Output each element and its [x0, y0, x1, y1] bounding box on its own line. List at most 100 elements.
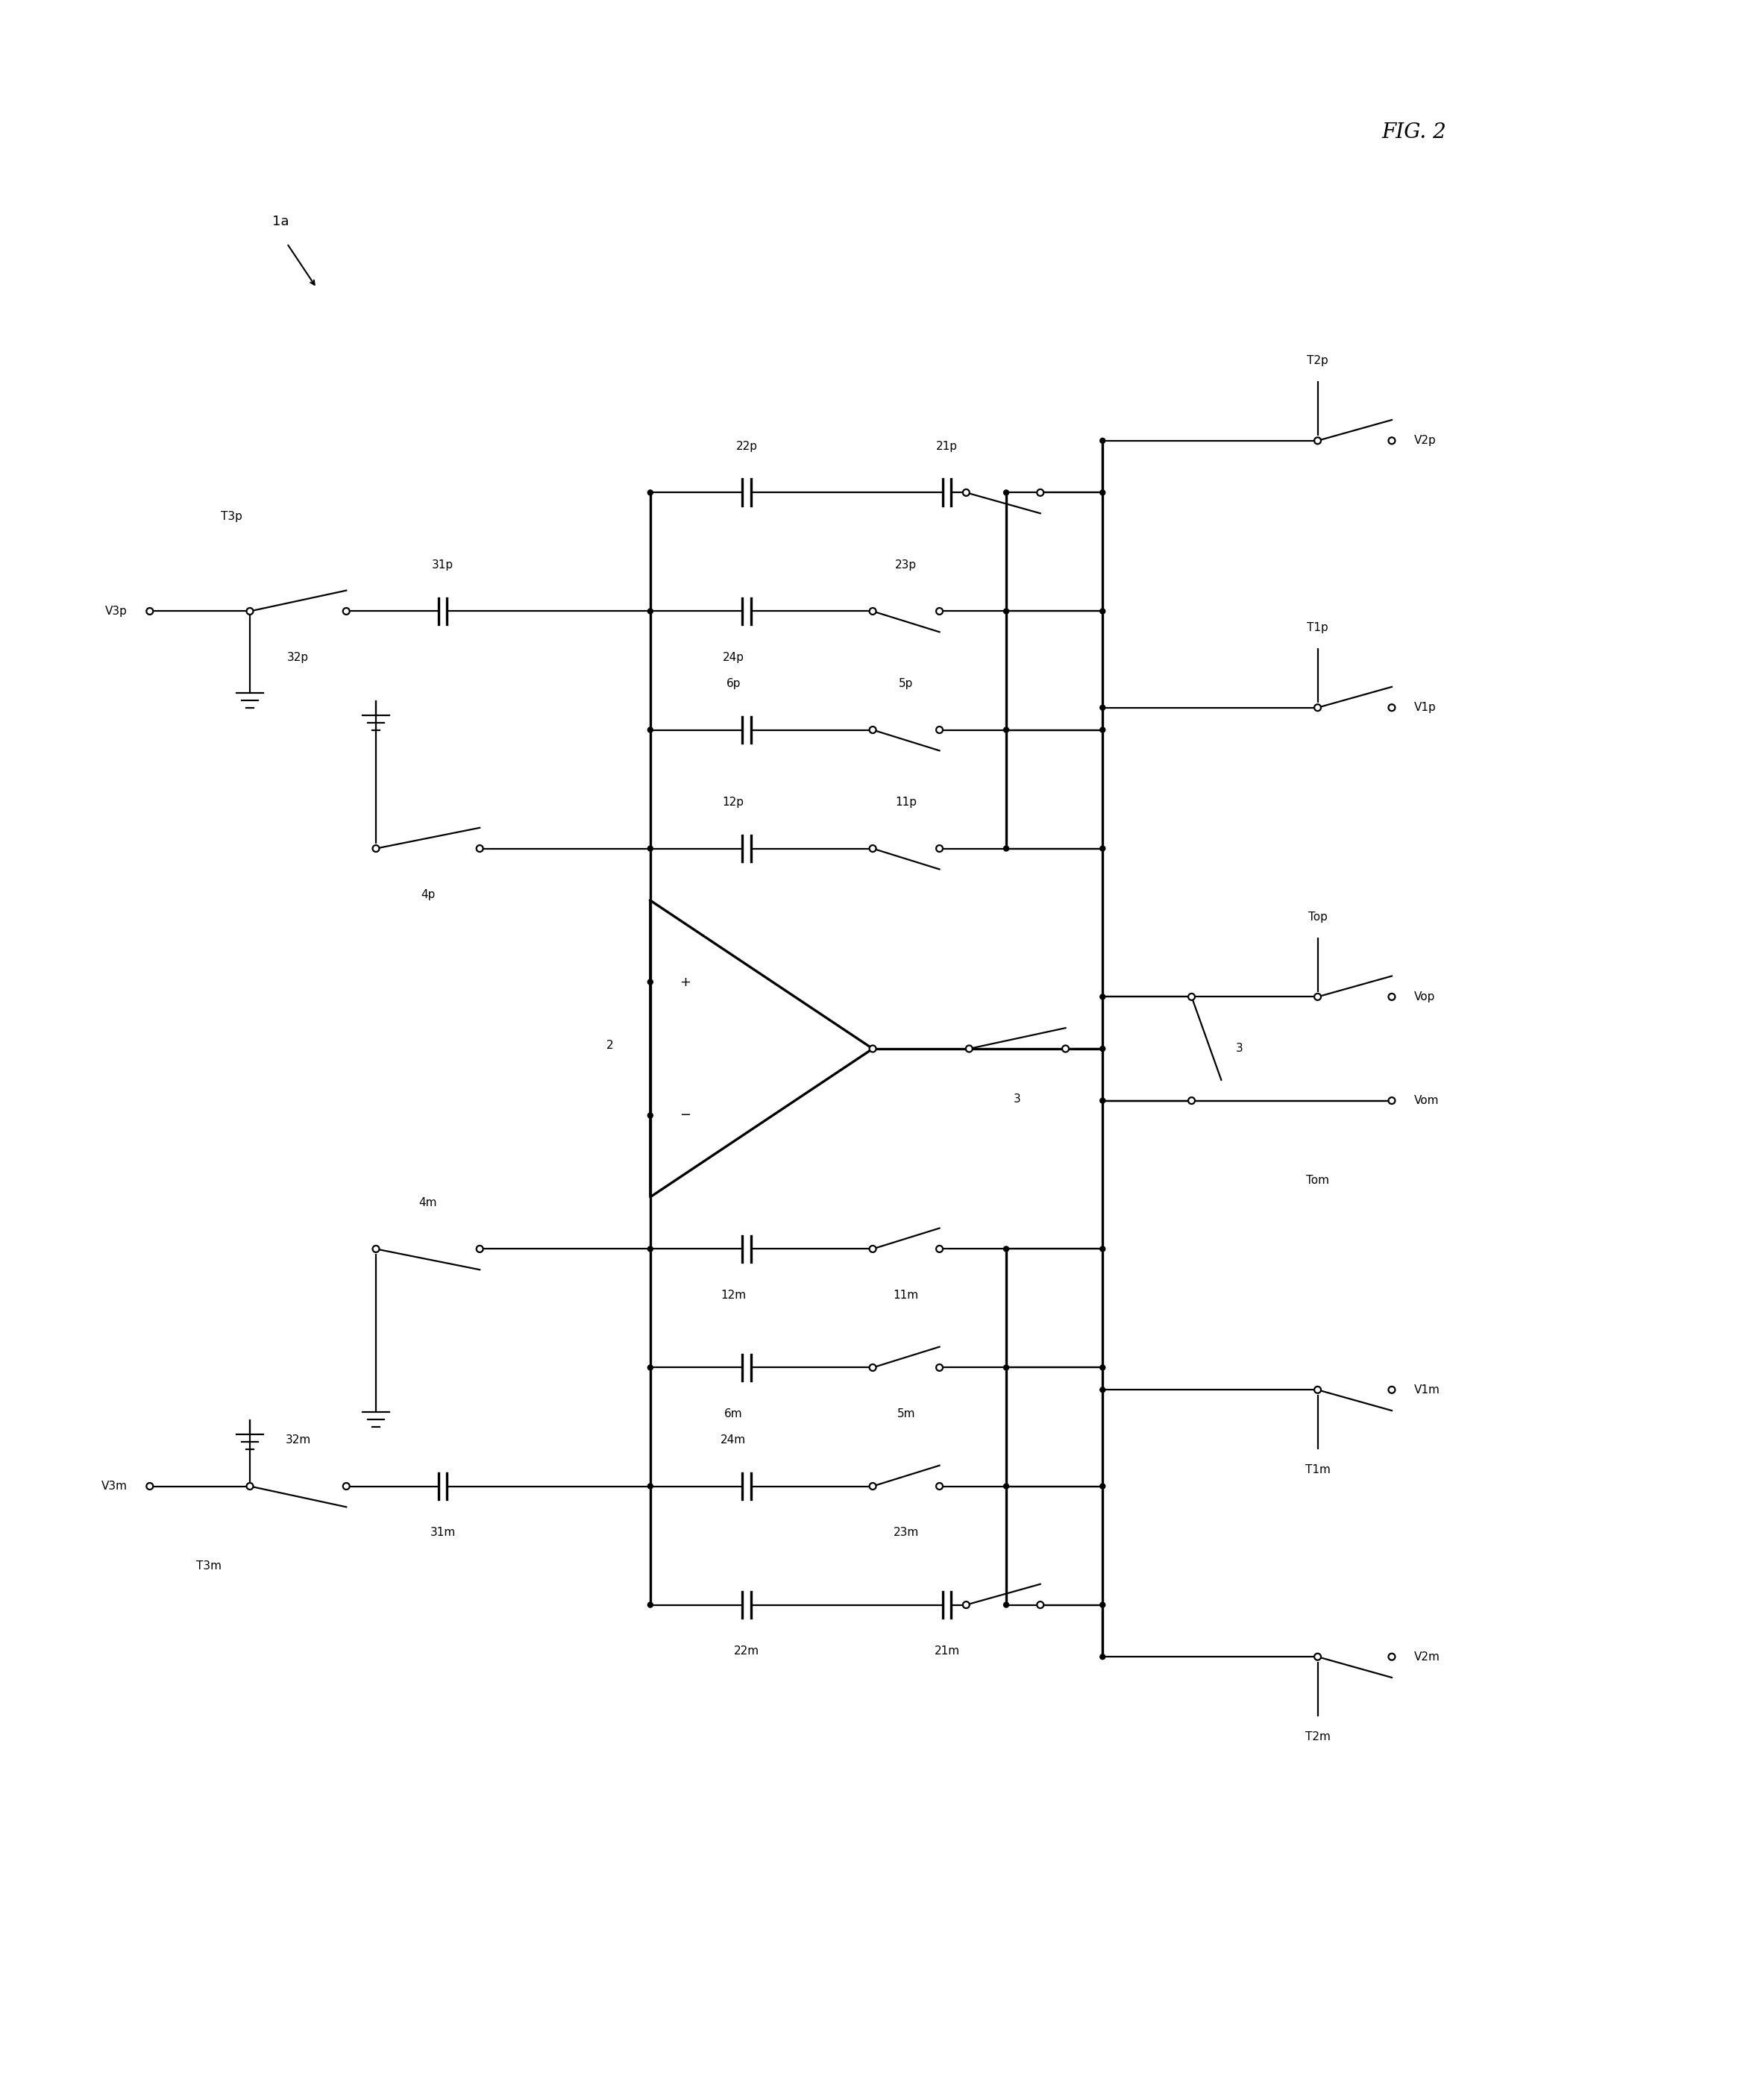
- Circle shape: [937, 1482, 942, 1490]
- Circle shape: [1388, 437, 1395, 444]
- Text: −: −: [679, 1109, 691, 1122]
- Circle shape: [1101, 1388, 1106, 1392]
- Circle shape: [647, 1245, 653, 1252]
- Circle shape: [1037, 490, 1044, 496]
- Circle shape: [1101, 1484, 1106, 1488]
- Circle shape: [870, 1365, 877, 1371]
- Circle shape: [647, 846, 653, 852]
- Circle shape: [1101, 705, 1106, 710]
- Text: Vom: Vom: [1415, 1095, 1439, 1107]
- Circle shape: [146, 607, 153, 615]
- Circle shape: [647, 609, 653, 613]
- Text: 2: 2: [607, 1040, 614, 1051]
- Text: +: +: [679, 975, 691, 988]
- Circle shape: [1004, 846, 1009, 852]
- Text: V3p: V3p: [106, 605, 127, 617]
- Circle shape: [1101, 1653, 1106, 1660]
- Circle shape: [1101, 1099, 1106, 1103]
- Text: 6m: 6m: [725, 1409, 743, 1419]
- Text: T2m: T2m: [1305, 1731, 1330, 1741]
- Circle shape: [1101, 726, 1106, 733]
- Text: 4p: 4p: [420, 890, 436, 900]
- Text: T2p: T2p: [1307, 356, 1328, 366]
- Circle shape: [1101, 1245, 1106, 1252]
- Circle shape: [1388, 994, 1395, 1000]
- Circle shape: [870, 1482, 877, 1490]
- Text: 11m: 11m: [893, 1289, 919, 1302]
- Circle shape: [870, 846, 877, 852]
- Circle shape: [1062, 1044, 1069, 1053]
- Circle shape: [1388, 1097, 1395, 1103]
- Circle shape: [937, 726, 942, 733]
- Circle shape: [342, 607, 349, 615]
- Text: V3m: V3m: [101, 1480, 127, 1492]
- Circle shape: [1004, 1245, 1009, 1252]
- Text: V2m: V2m: [1415, 1651, 1439, 1662]
- Circle shape: [1314, 703, 1321, 712]
- Text: V2p: V2p: [1415, 435, 1436, 446]
- Circle shape: [1004, 1365, 1009, 1371]
- Circle shape: [1388, 1653, 1395, 1660]
- Text: 11p: 11p: [896, 797, 917, 808]
- Text: 12p: 12p: [723, 797, 744, 808]
- Circle shape: [476, 846, 483, 852]
- Circle shape: [1101, 490, 1106, 496]
- Circle shape: [1101, 1603, 1106, 1607]
- Text: 5m: 5m: [896, 1409, 916, 1419]
- Text: 31m: 31m: [430, 1528, 455, 1538]
- Circle shape: [1101, 437, 1106, 444]
- Circle shape: [1314, 437, 1321, 444]
- Circle shape: [870, 1245, 877, 1252]
- Circle shape: [247, 607, 254, 615]
- Circle shape: [870, 607, 877, 615]
- Circle shape: [372, 1245, 379, 1252]
- Circle shape: [342, 1482, 349, 1490]
- Circle shape: [937, 846, 942, 852]
- Circle shape: [1189, 994, 1194, 1000]
- Text: 32m: 32m: [286, 1434, 310, 1446]
- Text: 6p: 6p: [727, 678, 741, 689]
- Circle shape: [647, 1603, 653, 1607]
- Text: 22m: 22m: [734, 1645, 760, 1658]
- Text: 22p: 22p: [736, 442, 757, 452]
- Circle shape: [1101, 1046, 1106, 1051]
- Text: Top: Top: [1307, 910, 1327, 923]
- Circle shape: [372, 846, 379, 852]
- Circle shape: [1101, 1365, 1106, 1371]
- Circle shape: [647, 1484, 653, 1488]
- Text: 3: 3: [1014, 1093, 1021, 1105]
- Circle shape: [1314, 1386, 1321, 1394]
- Circle shape: [1314, 1653, 1321, 1660]
- Circle shape: [1388, 1386, 1395, 1394]
- Circle shape: [1004, 609, 1009, 613]
- Text: 23p: 23p: [896, 559, 917, 571]
- Circle shape: [647, 1113, 653, 1118]
- Circle shape: [870, 1044, 877, 1053]
- Circle shape: [647, 980, 653, 984]
- Text: Vop: Vop: [1415, 992, 1436, 1003]
- Circle shape: [647, 1365, 653, 1371]
- Circle shape: [146, 1482, 153, 1490]
- Text: 21m: 21m: [935, 1645, 960, 1658]
- Text: 5p: 5p: [900, 678, 914, 689]
- Text: 1a: 1a: [272, 213, 289, 228]
- Text: 32p: 32p: [288, 653, 309, 663]
- Text: 3: 3: [1237, 1042, 1244, 1055]
- Text: V1m: V1m: [1415, 1383, 1439, 1396]
- Circle shape: [1037, 1601, 1044, 1607]
- Circle shape: [870, 726, 877, 733]
- Circle shape: [1189, 1097, 1194, 1103]
- Circle shape: [247, 1482, 254, 1490]
- Text: 23m: 23m: [893, 1528, 919, 1538]
- Text: 31p: 31p: [432, 559, 453, 571]
- Circle shape: [1004, 1603, 1009, 1607]
- Circle shape: [1101, 609, 1106, 613]
- Circle shape: [1101, 994, 1106, 1000]
- Text: T1m: T1m: [1305, 1463, 1330, 1476]
- Circle shape: [647, 726, 653, 733]
- Text: Tom: Tom: [1305, 1174, 1330, 1187]
- Circle shape: [965, 1044, 972, 1053]
- Circle shape: [1388, 703, 1395, 712]
- Circle shape: [1314, 994, 1321, 1000]
- Text: 4m: 4m: [418, 1197, 437, 1208]
